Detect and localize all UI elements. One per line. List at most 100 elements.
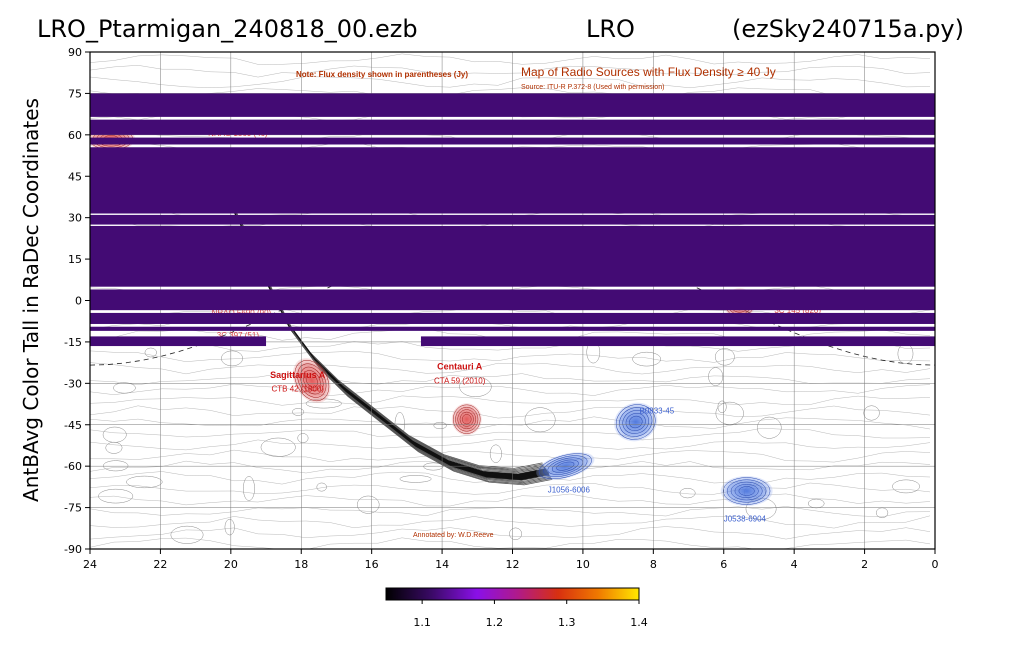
colorbar-tick-label: 1.2 — [486, 616, 504, 629]
contour-loop — [679, 487, 696, 499]
x-tick-label: 20 — [224, 558, 238, 571]
data-band — [420, 336, 935, 347]
contour-loop — [356, 495, 380, 514]
map-note: Note: Flux density shown in parentheses … — [296, 70, 468, 79]
chart-title-center: LRO — [586, 15, 635, 43]
contour-loop — [102, 426, 127, 443]
y-tick-label: 90 — [68, 46, 82, 59]
y-tick-label: 45 — [68, 170, 82, 183]
chart-title-right: (ezSky240715a.py) — [732, 15, 964, 43]
source-label: B0833-45 — [640, 407, 675, 416]
data-band — [90, 119, 935, 135]
contour-line — [90, 493, 931, 507]
x-tick-label: 4 — [791, 558, 798, 571]
contour-loop — [144, 347, 157, 358]
contour-loop — [98, 488, 134, 504]
contour-line — [90, 439, 931, 451]
radio-source-blob — [720, 476, 773, 507]
blob-contour — [457, 409, 476, 430]
data-band — [90, 137, 935, 145]
contour-loop — [459, 376, 492, 397]
radio-source-blob — [451, 403, 482, 436]
y-tick-label: -75 — [64, 502, 82, 515]
x-tick-label: 22 — [153, 558, 167, 571]
contour-line — [90, 515, 931, 529]
blob-contour — [619, 407, 653, 437]
blob-contour — [615, 404, 656, 440]
blob-contour — [722, 477, 771, 505]
data-band — [90, 289, 935, 311]
source-label: CTA 59 (2010) — [434, 376, 486, 385]
contour-loop — [892, 479, 920, 494]
blob-contour — [556, 461, 575, 471]
x-tick-label: 16 — [365, 558, 379, 571]
blob-contour — [452, 404, 481, 434]
y-tick-label: -45 — [64, 419, 82, 432]
source-label: Sagittarius A — [270, 370, 326, 380]
x-tick-label: 18 — [294, 558, 308, 571]
y-tick-label: -15 — [64, 336, 82, 349]
contour-loop — [113, 382, 136, 394]
colorbar-ticks: 1.1 1.2 1.3 1.4 — [413, 600, 648, 629]
radio-source-blob — [292, 358, 331, 404]
x-tick-label: 0 — [932, 558, 939, 571]
contour-line — [90, 383, 931, 396]
plot-area: Note: Flux density shown in parentheses … — [64, 46, 938, 571]
blob-contour — [543, 455, 588, 477]
contour-line — [90, 373, 931, 386]
x-tick-label: 24 — [83, 558, 97, 571]
source-label: 3C 145 (820) — [774, 306, 821, 315]
blob-contour — [538, 453, 592, 479]
contour-line — [90, 526, 931, 540]
contour-loop — [714, 348, 735, 366]
y-axis-label: AntBAvg Color Tall in RaDec Coordinates — [19, 98, 43, 502]
colorbar-tick-label: 1.4 — [630, 616, 648, 629]
contour-line — [90, 395, 931, 406]
contour-loop — [170, 525, 204, 544]
contour-line — [90, 350, 931, 363]
x-tick-label: 6 — [720, 558, 727, 571]
contour-loop — [489, 444, 502, 463]
data-band — [90, 93, 935, 117]
y-tick-label: -30 — [64, 377, 82, 390]
blob-contour — [551, 459, 579, 473]
x-tick-label: 2 — [861, 558, 868, 571]
blob-contour — [459, 411, 474, 427]
x-tick-label: 12 — [506, 558, 520, 571]
blob-contour — [622, 410, 649, 434]
y-tick-label: -90 — [64, 543, 82, 556]
data-bands — [90, 93, 935, 347]
contour-loop — [807, 498, 825, 509]
colorbar-tick-label: 1.1 — [413, 616, 431, 629]
contour-loop — [126, 475, 163, 489]
contour-line — [90, 482, 931, 495]
contour-line — [90, 76, 931, 89]
contour-loop — [423, 462, 444, 471]
contour-loop — [243, 476, 255, 501]
blob-contour — [730, 481, 763, 501]
data-band — [90, 326, 935, 331]
blob-contour — [297, 363, 327, 398]
contour-loop — [756, 416, 782, 439]
blob-contour — [455, 406, 479, 432]
x-tick-label: 14 — [435, 558, 449, 571]
data-band — [90, 147, 935, 214]
blob-contour — [628, 415, 643, 429]
chart-title-left: LRO_Ptarmigan_240818_00.ezb — [37, 15, 418, 43]
contour-loop — [102, 460, 129, 472]
contour-loop — [260, 437, 296, 457]
contour-loop — [717, 400, 727, 414]
contour-line — [90, 53, 931, 65]
contour-loop — [297, 433, 309, 443]
contour-loop — [708, 367, 724, 386]
blob-contour — [461, 414, 472, 425]
y-tick-label: 75 — [68, 87, 82, 100]
colorbar-gradient — [385, 587, 640, 601]
blob-contour — [726, 479, 767, 503]
blob-contour — [734, 484, 759, 499]
contour-loop — [399, 475, 432, 483]
contour-loop — [863, 405, 880, 421]
colorbar: 1.1 1.2 1.3 1.4 — [385, 587, 648, 629]
y-tick-label: -60 — [64, 460, 82, 473]
